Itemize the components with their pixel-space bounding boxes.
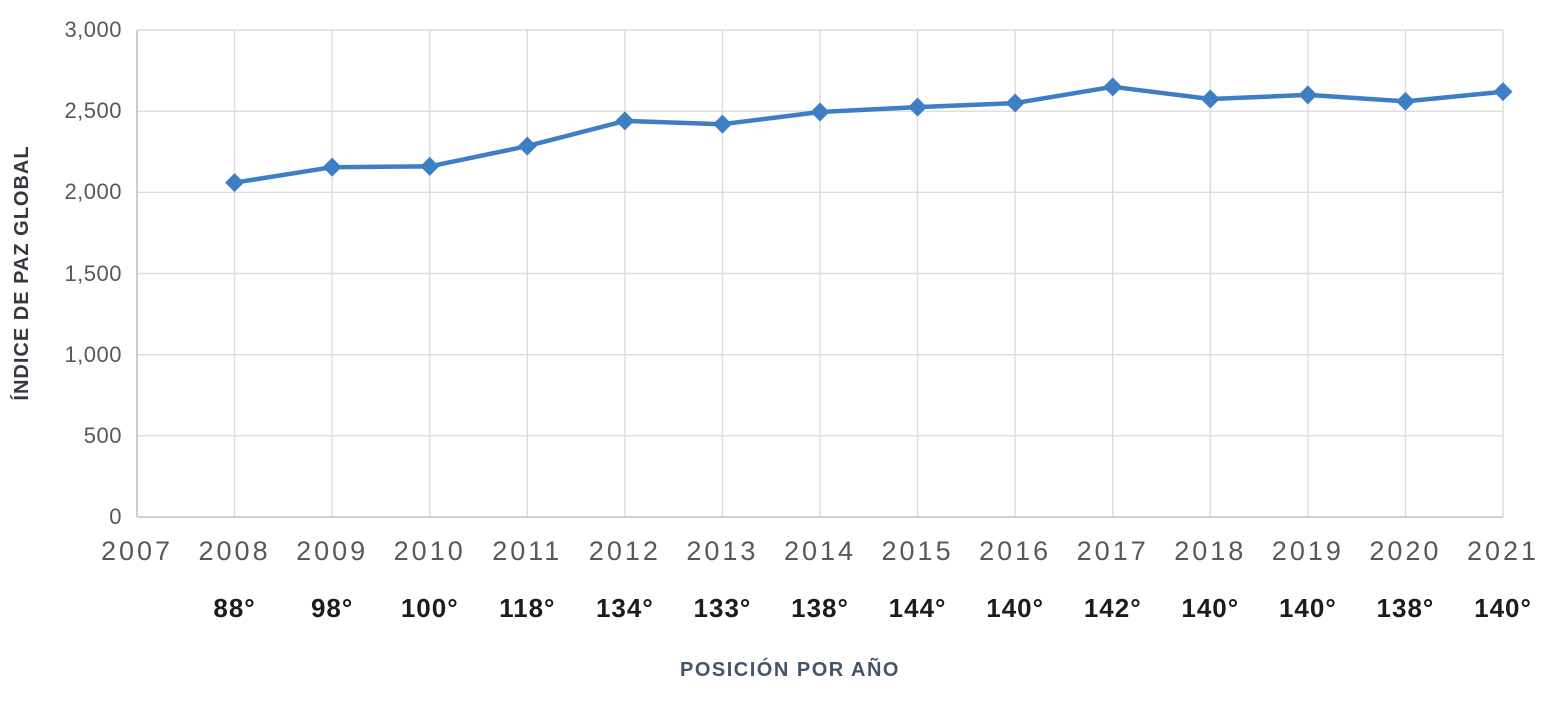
y-tick-label: 2,500 [64, 98, 122, 124]
position-label: 133° [693, 593, 752, 623]
data-point-marker [1200, 89, 1220, 109]
data-point-marker [322, 157, 342, 177]
position-label: 138° [1376, 593, 1435, 623]
y-tick-label: 0 [109, 504, 122, 529]
x-year-label: 2010 [393, 536, 466, 566]
x-year-label: 2012 [588, 536, 661, 566]
position-label: 134° [595, 593, 654, 623]
position-label: 88° [213, 593, 256, 623]
data-point-marker [1298, 85, 1318, 105]
data-point-marker [908, 97, 928, 117]
x-axis-title: POSICIÓN POR AÑO [680, 659, 900, 681]
x-year-label: 2009 [296, 536, 369, 566]
position-label: 144° [888, 593, 947, 623]
data-point-marker [712, 114, 732, 134]
x-year-label: 2011 [492, 536, 563, 566]
x-year-label: 2008 [198, 536, 271, 566]
data-point-marker [1395, 91, 1415, 111]
data-point-marker [517, 136, 537, 156]
y-tick-label: 2,000 [64, 179, 122, 205]
position-label: 98° [310, 593, 354, 623]
position-label: 140° [986, 593, 1045, 623]
position-label: 142° [1083, 593, 1142, 623]
x-year-label: 2014 [783, 536, 857, 566]
position-label: 140° [1181, 593, 1240, 623]
data-point-marker [1493, 82, 1513, 102]
data-point-marker [615, 111, 635, 131]
data-point-marker [225, 173, 245, 193]
x-year-label: 2013 [686, 536, 759, 566]
x-year-label: 2019 [1271, 536, 1344, 566]
x-year-label: 2007 [100, 536, 174, 566]
data-point-marker [1103, 77, 1123, 97]
y-tick-label: 1,000 [64, 341, 122, 367]
data-point-marker [810, 102, 830, 122]
y-tick-label: 3,000 [64, 17, 122, 42]
series-line [232, 84, 1506, 185]
y-tick-label: 1,500 [64, 260, 122, 286]
y-tick-label: 500 [83, 422, 122, 448]
position-label: 100° [400, 593, 459, 623]
position-label: 140° [1278, 593, 1337, 623]
x-year-label: 2015 [881, 536, 954, 566]
x-year-label: 2017 [1076, 536, 1149, 566]
position-label: 118° [499, 593, 556, 623]
position-label: 138° [791, 593, 849, 623]
data-point-marker [420, 156, 440, 176]
x-year-label: 2016 [979, 536, 1052, 566]
x-year-label: 2018 [1174, 536, 1247, 566]
data-point-marker [1005, 93, 1025, 113]
x-year-label: 2020 [1369, 536, 1442, 566]
x-year-label: 2021 [1466, 536, 1540, 566]
position-label: 140° [1474, 593, 1532, 623]
